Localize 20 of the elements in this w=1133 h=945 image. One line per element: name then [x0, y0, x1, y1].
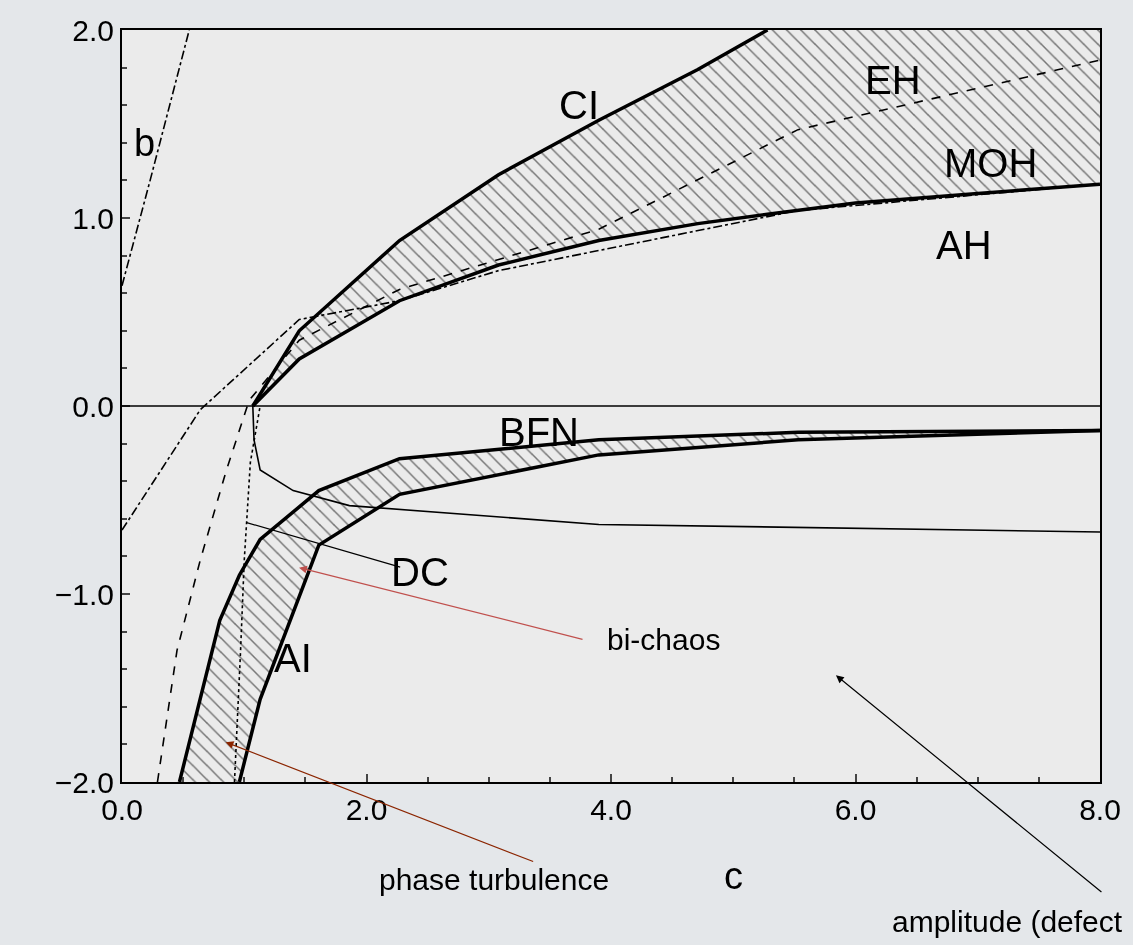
annotation: AI [274, 636, 312, 680]
annotation: MOH [944, 141, 1038, 185]
text: phase turbulence [379, 863, 610, 896]
annotation: AH [936, 223, 992, 267]
x-tick-label: 2.0 [345, 793, 388, 826]
x-tick-label: 4.0 [590, 793, 632, 826]
x-tick-label: 6.0 [834, 793, 877, 826]
y-axis-title: b [134, 122, 156, 164]
annotation: bi-chaos [607, 623, 721, 656]
annotation: CI [559, 83, 599, 127]
annotation: BFN [499, 410, 579, 454]
annotation: DC [391, 550, 449, 594]
x-axis-title: c [724, 855, 743, 897]
y-tick-label: −1.0 [54, 577, 114, 611]
text: amplitude (defect [892, 905, 1123, 938]
y-tick-label: 2.0 [72, 13, 114, 47]
y-tick-label: 0.0 [72, 389, 114, 423]
x-tick-label: 8.0 [1079, 793, 1121, 826]
annotation: EH [865, 58, 921, 102]
y-tick-label: 1.0 [72, 201, 114, 235]
